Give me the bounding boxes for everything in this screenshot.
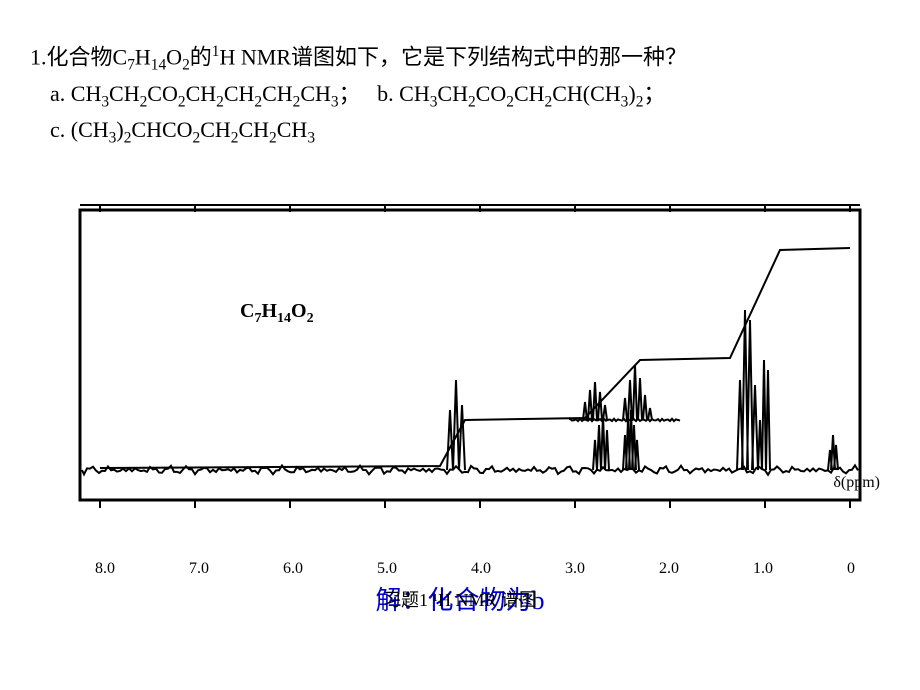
question-line-1: 1.化合物C7H14O2的1H NMR谱图如下，它是下列结构式中的那一种？ <box>30 40 890 77</box>
question-block: 1.化合物C7H14O2的1H NMR谱图如下，它是下列结构式中的那一种？ a.… <box>30 40 890 150</box>
compound-formula-label: C7H14O2 <box>240 300 314 327</box>
xaxis-unit: δ(ppm) <box>833 474 880 492</box>
spectrum-caption: 习题1 ¹H NMR 谱图 <box>40 586 880 612</box>
xtick: 4.0 <box>471 560 491 578</box>
option-b: b. CH3CH2CO2CH2CH(CH3)2； <box>377 81 665 106</box>
option-c: c. (CH3)2CHCO2CH2CH2CH3 <box>50 117 315 142</box>
spectrum-svg <box>40 170 880 550</box>
xtick: 0 <box>847 560 855 578</box>
option-a: a. CH3CH2CO2CH2CH2CH2CH3； <box>50 81 361 106</box>
xtick: 8.0 <box>95 560 115 578</box>
xtick: 7.0 <box>189 560 209 578</box>
xtick: 1.0 <box>753 560 773 578</box>
question-number: 1. <box>30 44 47 69</box>
option-line-ab: a. CH3CH2CO2CH2CH2CH2CH3； b. CH3CH2CO2CH… <box>30 77 890 114</box>
xtick: 5.0 <box>377 560 397 578</box>
peaks <box>447 310 838 470</box>
xtick: 2.0 <box>659 560 679 578</box>
xaxis-labels: 8.0 7.0 6.0 5.0 4.0 3.0 2.0 1.0 0 <box>95 560 855 578</box>
xtick: 3.0 <box>565 560 585 578</box>
option-line-c: c. (CH3)2CHCO2CH2CH2CH3 <box>30 113 890 150</box>
xtick: 6.0 <box>283 560 303 578</box>
zoom-inset <box>570 365 680 421</box>
nmr-spectrum: C7H14O2 8.0 7.0 6.0 5.0 4.0 3.0 2.0 1.0 … <box>40 170 880 550</box>
